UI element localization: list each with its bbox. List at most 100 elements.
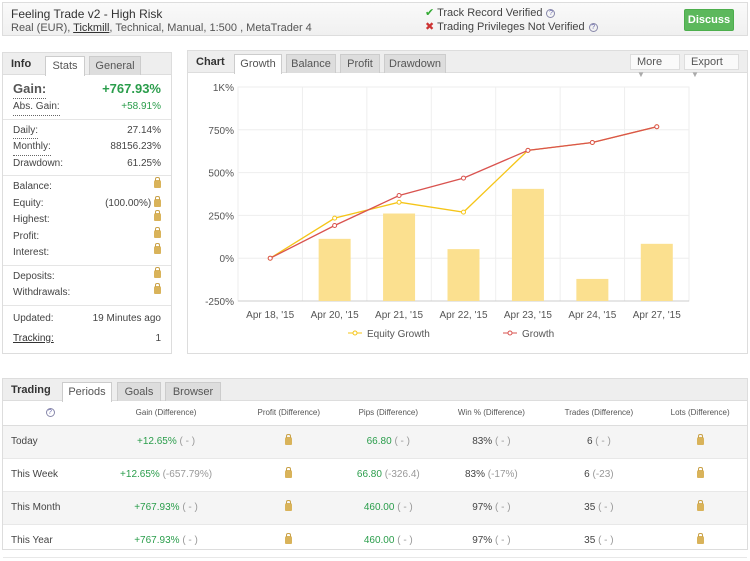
tab-goals[interactable]: Goals [117,382,161,401]
daily-value: 27.14% [127,124,161,136]
win-diff: ( - ) [494,436,511,447]
help-icon[interactable]: ? [45,408,55,418]
growth-chart: 1K% 750% 500% 250% 0% -250% Apr 18, '15 Apr 20,… [205,83,690,340]
x-tick-label: Apr 22, '15 [439,310,487,321]
gain-diff: ( - ) [179,436,196,447]
updated-row: Updated: 19 Minutes ago [3,309,171,329]
col-lots: Lots (Difference) [653,401,747,426]
table-row: This Week +12.65% (-657.79%) 66.80 (-326.4… [3,458,747,492]
win-value: 83% [464,469,485,480]
x-tick-label: Apr 21, '15 [375,310,423,321]
col-gain: Gain (Difference) [93,401,240,426]
gain-label: Gain: [13,81,47,99]
export-dropdown[interactable]: Export ▼ [684,54,739,79]
gain-value: +12.65% [137,436,177,447]
pips-value: 460.00 [363,535,395,546]
table-row: This Month +767.93% ( - ) 460.00 ( - ) 97% … [3,491,747,525]
gain-diff: ( - ) [182,502,198,513]
tracking-value: 1 [155,332,161,344]
tab-balance[interactable]: Balance [286,54,336,73]
withdrawals-label: Withdrawals: [13,287,71,298]
tab-general[interactable]: General [89,56,141,75]
daily-row: Daily: 27.14% [3,123,171,139]
x-tick-label: Apr 27, '15 [633,310,681,321]
bar [640,243,673,301]
lock-icon [154,243,161,254]
equity-label: Equity: [13,197,44,209]
gain-diff: (-657.79%) [162,469,213,480]
trading-panel: Trading Periods Goals Browser ? Gain (Di… [2,378,748,558]
data-point [654,124,660,130]
y-tick-label: 500% [208,169,234,180]
tab-stats[interactable]: Stats [45,56,85,76]
info-label: Info [11,58,32,70]
tab-periods[interactable]: Periods [62,382,112,402]
details-text: , Technical, Manual, 1:500 , MetaTrader … [109,22,312,34]
y-tick-label: -250% [205,297,234,308]
track-record-status: ✔ Track Record Verified? [425,6,556,19]
bar [383,213,416,301]
balance-row: Balance: [3,177,171,196]
trades-value: 6 [586,436,593,447]
y-tick-label: 0% [220,254,235,265]
win-value: 97% [472,502,493,513]
export-label: Export [691,56,723,68]
tab-growth[interactable]: Growth [234,54,282,74]
data-point [589,139,595,145]
system-header: Feeling Trade v2 - High Risk Real (EUR),… [2,2,748,36]
pips-diff: (-326.4) [384,469,420,480]
system-title: Feeling Trade v2 - High Risk [11,7,163,21]
lock-icon [696,434,704,445]
periods-table: ? Gain (Difference) Profit (Difference) … [3,401,747,558]
bar [318,238,351,301]
tab-drawdown[interactable]: Drawdown [384,54,446,73]
broker-link[interactable]: Tickmill [73,22,110,34]
trades-diff: ( - ) [595,436,611,447]
data-point [525,147,531,153]
data-point [332,215,338,221]
gain-row: Gain: +767.93% [3,81,171,99]
help-icon[interactable]: ? [546,8,556,18]
trading-label: Trading [11,384,51,396]
win-value: 83% [472,436,493,447]
more-dropdown[interactable]: More ▼ [630,54,680,79]
table-row: Today +12.65% ( - ) 66.80 ( - ) 83% ( - ) 6 … [3,425,747,459]
info-panel: Info Stats General Gain: +767.93% Abs. Ga… [2,52,172,354]
tracking-link[interactable]: Tracking: [13,332,54,344]
tab-profit[interactable]: Profit [340,54,380,73]
drawdown-value: 61.25% [127,157,161,169]
equity-row: Equity: (100.00%) [3,195,171,213]
x-tick-label: Apr 24, '15 [568,310,616,321]
bar [447,249,480,301]
interest-row: Interest: [3,243,171,262]
lock-icon [696,500,704,511]
help-icon[interactable]: ? [588,22,598,32]
win-diff: ( - ) [494,535,511,546]
abs-gain-row: Abs. Gain: +58.91% [3,99,171,116]
lock-icon [285,467,293,478]
data-point [461,209,466,215]
lock-icon [285,533,293,544]
highest-row: Highest: [3,210,171,229]
y-tick-label: 250% [208,211,234,222]
trades-diff: ( - ) [598,502,614,513]
discuss-button[interactable]: Discuss [684,9,734,31]
trading-privileges-label: Trading Privileges Not Verified [437,21,585,33]
data-point [332,223,338,229]
chart-panel: Chart Growth Balance Profit Drawdown Mor… [187,50,748,354]
monthly-label: Monthly: [13,139,51,156]
bar [511,188,544,301]
period-label: This Year [11,535,53,546]
interest-label: Interest: [13,247,50,258]
gain-diff: ( - ) [182,535,198,546]
abs-gain-label: Abs. Gain: [13,99,60,116]
lock-icon [154,177,161,188]
pips-diff: ( - ) [397,535,413,546]
monthly-row: Monthly: 88156.23% [3,139,171,156]
tab-browser[interactable]: Browser [165,382,221,401]
profit-row: Profit: [3,226,171,246]
lock-icon [696,533,704,544]
period-label: This Week [11,469,59,480]
check-icon: ✔ [425,7,435,19]
trades-value: 6 [584,469,590,480]
